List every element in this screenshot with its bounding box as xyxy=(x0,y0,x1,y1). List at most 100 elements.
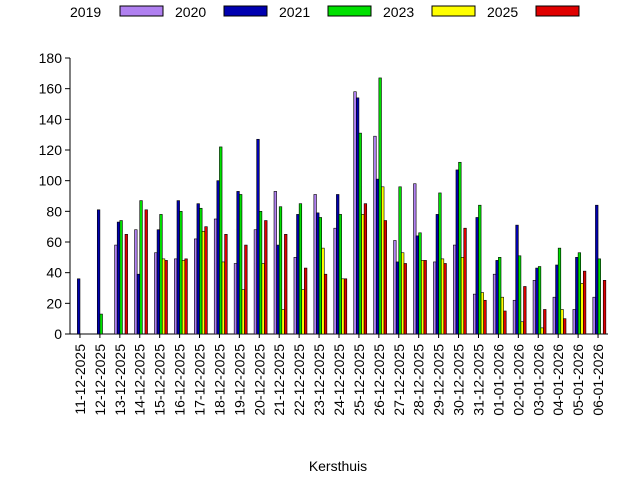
bar xyxy=(273,191,277,335)
y-tick-label: 120 xyxy=(39,142,63,158)
bar xyxy=(278,206,283,335)
x-tick-label: 28-12-2025 xyxy=(411,344,427,416)
bar xyxy=(597,258,601,335)
bar xyxy=(595,204,599,335)
x-tick-label: 23-12-2025 xyxy=(311,344,327,416)
bar xyxy=(393,240,397,335)
bar xyxy=(498,257,502,335)
x-tick-label: 18-12-2025 xyxy=(211,344,227,416)
bar xyxy=(398,186,402,335)
bar xyxy=(413,183,417,335)
bar xyxy=(458,161,462,335)
y-tick-label: 40 xyxy=(46,265,62,281)
bar xyxy=(356,97,360,335)
bar xyxy=(256,138,260,335)
bar xyxy=(241,289,245,335)
axes: 0 20 40 60 80 100 120 140 160 180 xyxy=(39,50,608,342)
bar xyxy=(478,204,482,335)
legend-label: 2025 xyxy=(487,4,518,20)
x-tick-label: 21-12-2025 xyxy=(271,344,287,416)
x-tick-labels: 11-12-2025 12-12-2025 13-12-2025 14-12-2025… xyxy=(72,334,606,416)
bar xyxy=(403,263,407,335)
x-tick-label: 15-12-2025 xyxy=(152,344,168,416)
bar xyxy=(503,310,507,335)
bar xyxy=(401,252,405,335)
bar xyxy=(181,260,186,335)
legend-label: 2019 xyxy=(70,4,101,20)
bar xyxy=(219,146,223,335)
bar xyxy=(552,296,556,335)
bar xyxy=(555,264,559,335)
bar xyxy=(572,309,576,335)
x-tick-label: 11-12-2025 xyxy=(72,344,88,415)
bar xyxy=(136,273,141,335)
bar xyxy=(560,309,564,335)
bar xyxy=(540,327,544,335)
bar xyxy=(577,252,582,335)
bar xyxy=(176,200,180,335)
bar xyxy=(415,235,420,335)
x-tick-label: 12-12-2025 xyxy=(92,344,108,416)
y-tick-label: 180 xyxy=(39,50,63,66)
bar xyxy=(543,309,547,335)
bar xyxy=(233,263,238,335)
x-tick-label: 05-01-2026 xyxy=(570,344,586,416)
bar xyxy=(537,266,542,335)
bar xyxy=(338,214,342,335)
x-tick-label: 17-12-2025 xyxy=(192,344,208,416)
x-tick-label: 30-12-2025 xyxy=(451,344,467,416)
bar xyxy=(201,230,206,335)
bar xyxy=(592,296,596,335)
bar xyxy=(321,247,325,335)
bar xyxy=(159,214,163,335)
bar xyxy=(293,257,297,335)
legend: 2019 2020 2021 2023 2025 xyxy=(70,4,580,20)
bar xyxy=(336,194,340,335)
bar xyxy=(174,258,178,335)
bar xyxy=(557,247,562,335)
bar xyxy=(304,267,308,335)
bar xyxy=(463,227,467,335)
bar xyxy=(124,234,128,335)
bar xyxy=(284,234,288,335)
bar xyxy=(358,132,362,335)
bar xyxy=(296,214,300,335)
bar xyxy=(213,218,218,335)
bar xyxy=(221,261,225,335)
bar xyxy=(96,209,101,335)
bar xyxy=(423,260,427,335)
legend-swatch xyxy=(119,5,164,17)
bar xyxy=(204,226,208,335)
bar xyxy=(495,260,499,335)
bar xyxy=(196,203,200,335)
bar xyxy=(515,224,519,335)
bar xyxy=(224,234,228,335)
x-tick-label: 03-01-2026 xyxy=(530,344,546,416)
legend-label: 2021 xyxy=(279,4,310,20)
bar xyxy=(373,135,377,335)
bar xyxy=(418,232,422,335)
y-tick-label: 140 xyxy=(39,111,63,127)
bar xyxy=(116,221,121,335)
x-tick-label: 16-12-2025 xyxy=(172,344,188,416)
bar xyxy=(453,244,457,335)
bar xyxy=(480,292,484,335)
legend-label: 2023 xyxy=(383,4,414,20)
bar xyxy=(318,217,322,335)
y-tick-label: 20 xyxy=(46,295,62,311)
bar xyxy=(520,321,524,335)
bar xyxy=(154,252,158,335)
bar xyxy=(343,278,348,335)
x-tick-label: 22-12-2025 xyxy=(291,344,307,416)
legend-swatch xyxy=(535,5,580,17)
bar xyxy=(492,273,497,335)
legend-swatch xyxy=(223,5,268,17)
bar xyxy=(383,220,387,335)
bar xyxy=(301,289,305,335)
bar xyxy=(184,258,188,335)
bar xyxy=(99,313,103,335)
bar xyxy=(535,267,539,335)
bar xyxy=(443,263,447,335)
bar xyxy=(475,217,479,335)
